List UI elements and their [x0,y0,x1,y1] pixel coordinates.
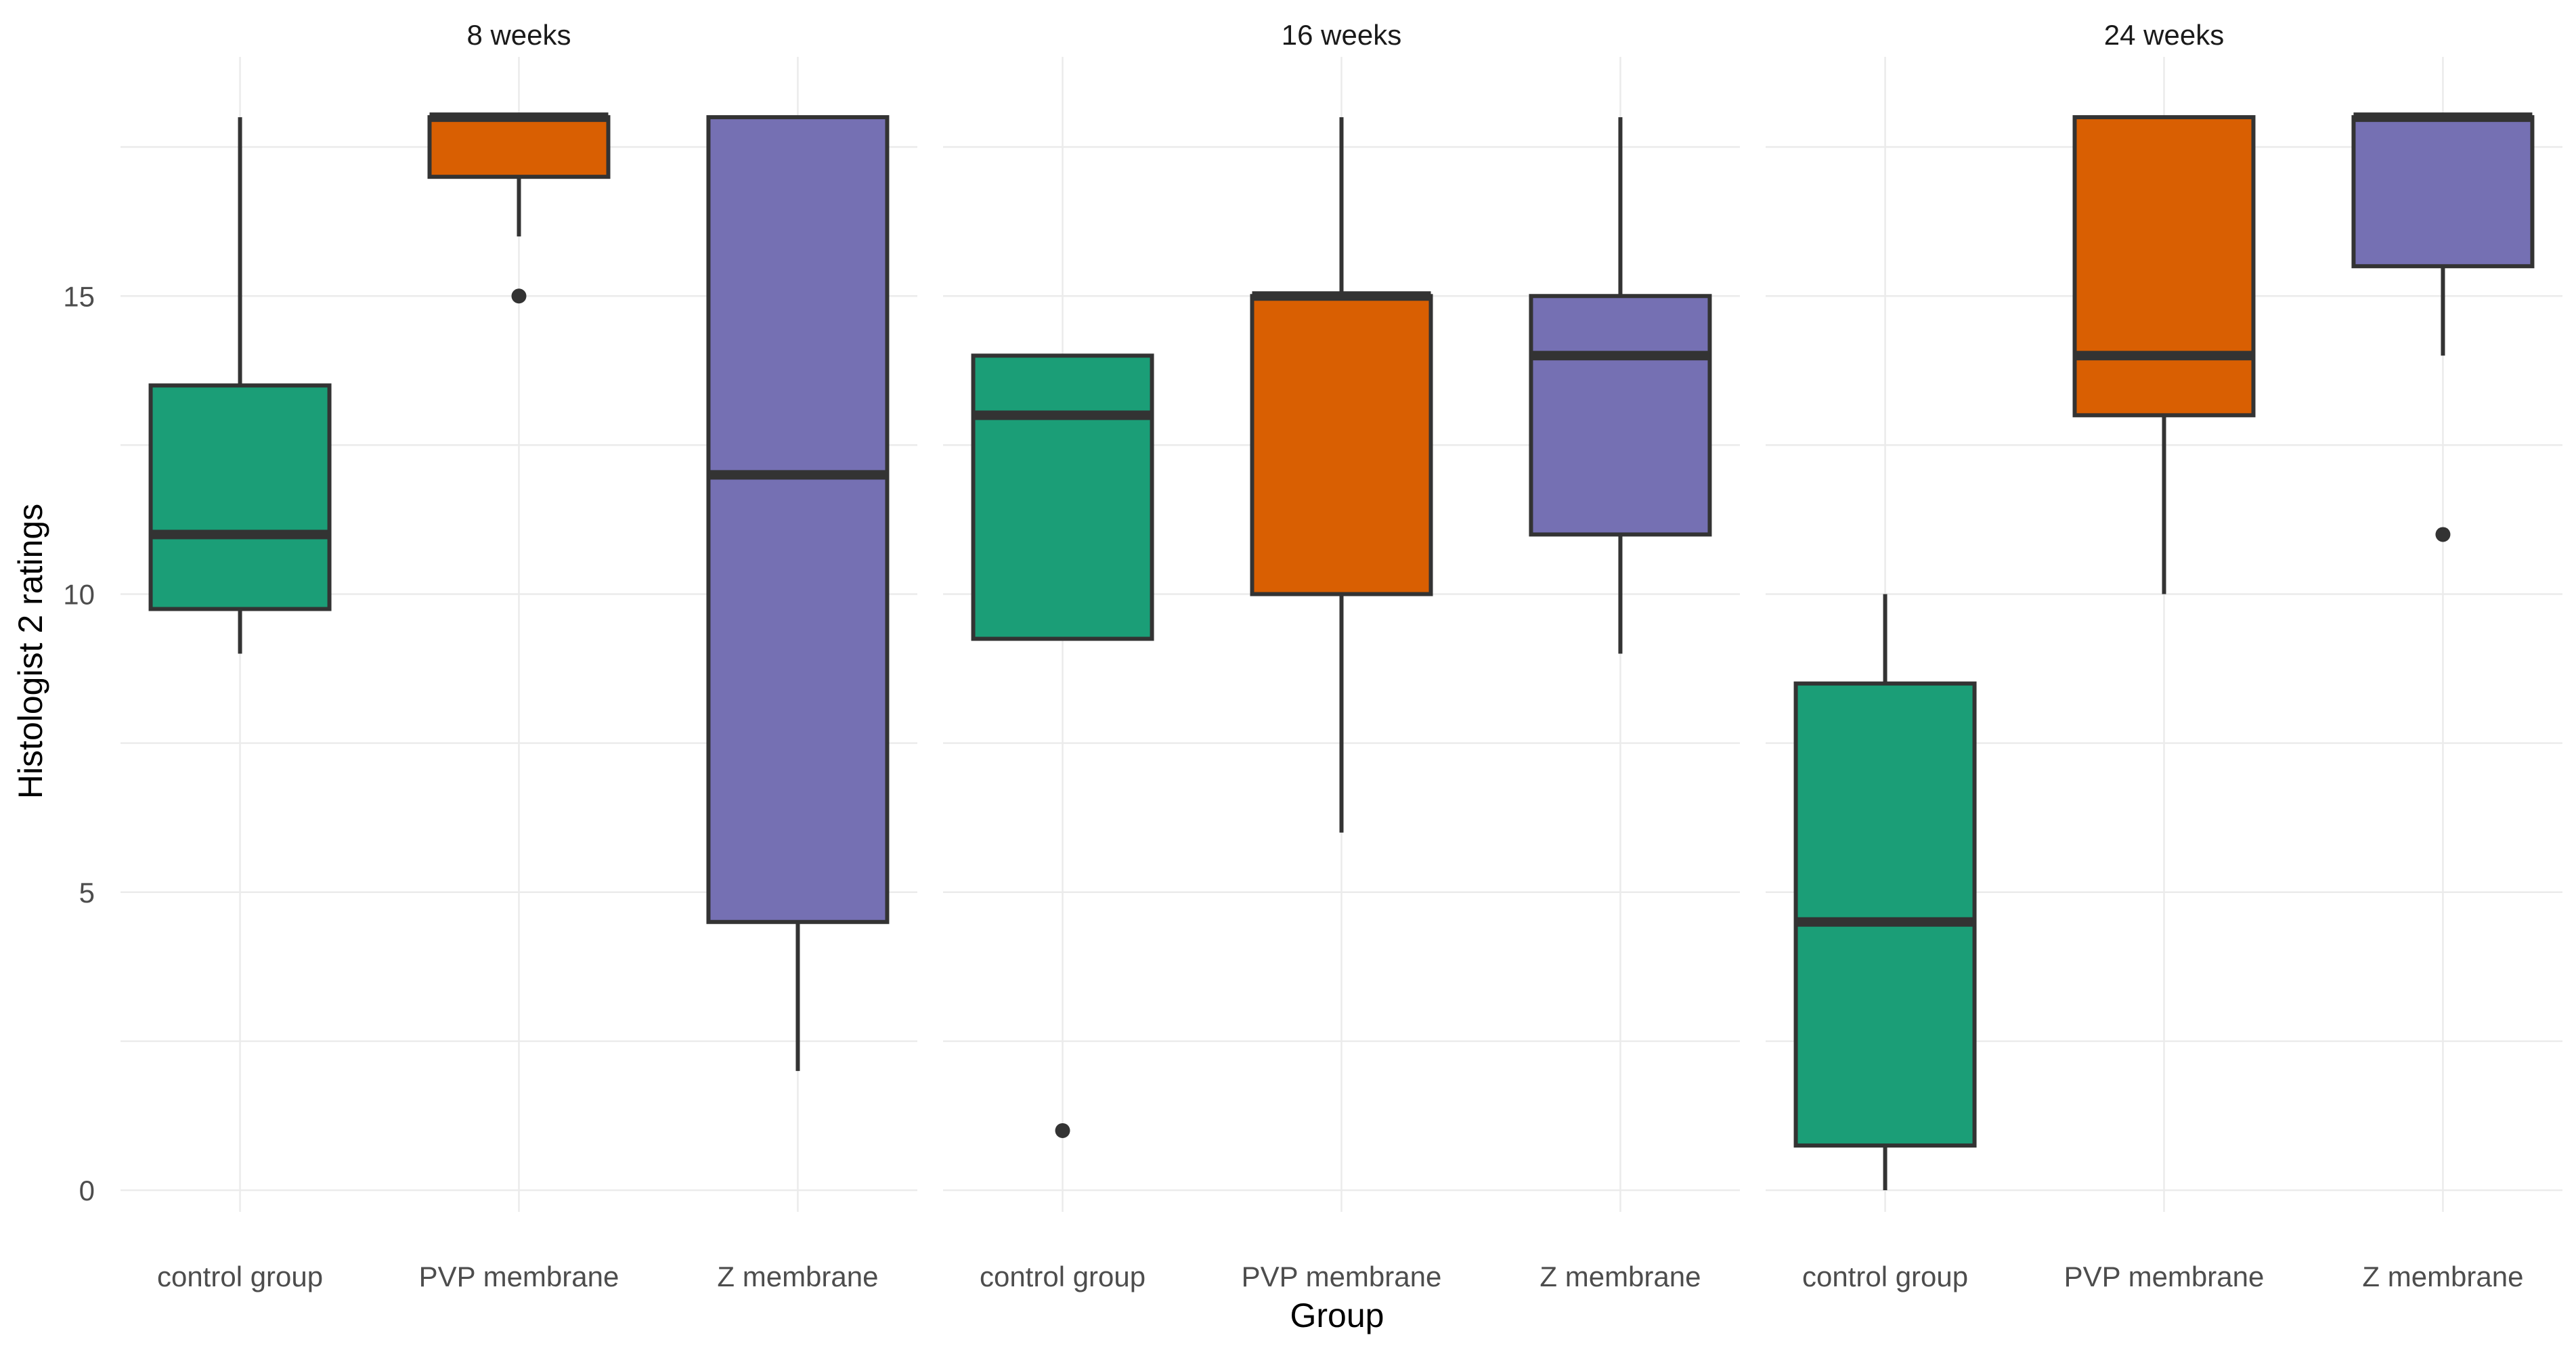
panel-title-3: 24 weeks [2104,19,2224,51]
box [1250,294,1433,596]
outlier-point [1055,1123,1070,1138]
box [2072,115,2256,418]
y-axis-title: Histologist 2 ratings [12,504,49,799]
box [1793,681,1977,1148]
box [1529,294,1712,537]
y-tick-label: 10 [63,579,95,611]
outlier-point [2435,527,2451,542]
x-tick-label: PVP membrane [419,1261,619,1292]
box [427,115,611,179]
box [706,115,890,924]
box [148,383,332,611]
x-tick-label: Z membrane [717,1261,878,1292]
x-tick-label: PVP membrane [1242,1261,1442,1292]
x-tick-label: PVP membrane [2064,1261,2265,1292]
x-tick-label: Z membrane [1540,1261,1701,1292]
y-tick-label: 0 [79,1175,95,1206]
text-layer: Histologist 2 ratings Group 8 weeks contr… [12,19,2523,1334]
x-tick-label: control group [1802,1261,1968,1292]
panel-title-2: 16 weeks [1282,19,1401,51]
y-tick-label: 5 [79,877,95,909]
marks-layer [148,112,2535,1190]
y-tick-label: 15 [63,280,95,312]
x-axis-title: Group [1290,1297,1384,1334]
x-tick-label: Z membrane [2362,1261,2523,1292]
box [2351,115,2535,269]
x-tick-label: control group [157,1261,323,1292]
box [971,353,1154,641]
outlier-point [511,288,527,304]
panel-title-1: 8 weeks [466,19,571,51]
x-tick-label: control group [980,1261,1145,1292]
